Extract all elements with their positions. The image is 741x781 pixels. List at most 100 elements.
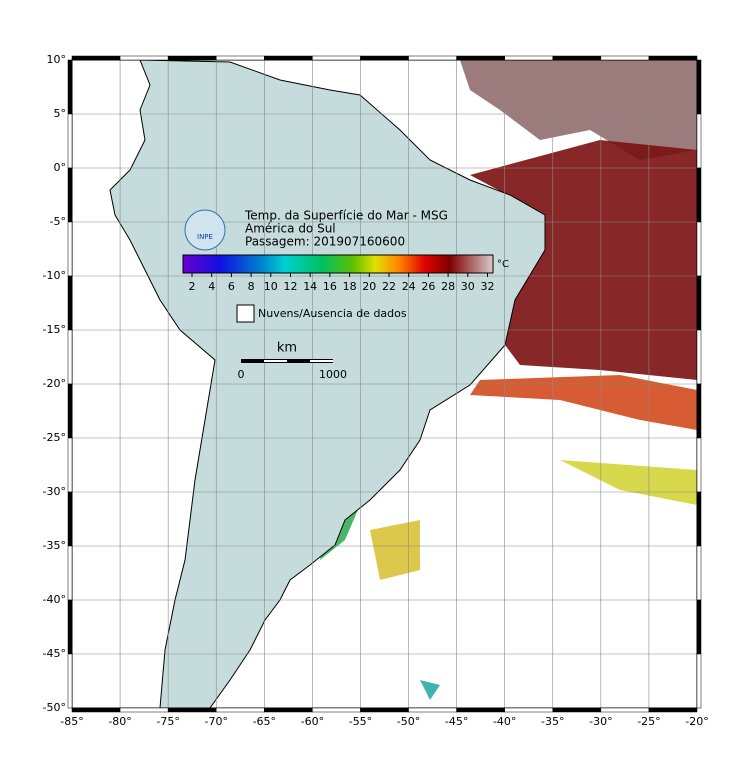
lon-label: -55°	[349, 715, 372, 728]
lon-label: -75°	[156, 715, 179, 728]
lat-label: -25°	[43, 431, 66, 444]
colorbar-tick-label: 30	[461, 280, 475, 293]
border-seg	[696, 275, 702, 331]
border-seg	[67, 113, 73, 169]
legend-text: Nuvens/Ausencia de dados	[258, 307, 407, 320]
border-seg	[67, 599, 73, 655]
border-seg	[696, 113, 702, 169]
border-seg	[67, 275, 73, 331]
border-seg	[696, 437, 702, 493]
colorbar-tick-label: 16	[323, 280, 337, 293]
border-seg	[360, 707, 409, 713]
lat-label: 10°	[47, 53, 67, 66]
scale-bar-seg	[310, 360, 333, 362]
border-seg	[600, 55, 650, 61]
lat-label: 5°	[54, 107, 67, 120]
colorbar-unit: °C	[497, 259, 509, 270]
border-seg	[67, 59, 73, 115]
lon-label: -50°	[397, 715, 420, 728]
colorbar-tick-label: 20	[362, 280, 376, 293]
border-seg	[71, 707, 121, 713]
border-seg	[696, 329, 702, 385]
lon-label: -20°	[685, 715, 708, 728]
sst-warm	[470, 140, 697, 380]
colorbar-tick-label: 24	[402, 280, 416, 293]
lon-label: -45°	[445, 715, 468, 728]
lat-label: -50°	[43, 701, 66, 714]
sst-blue	[420, 680, 440, 700]
border-seg	[312, 707, 361, 713]
border-seg	[119, 707, 169, 713]
scale-label: 0	[238, 368, 245, 381]
border-seg	[648, 707, 698, 713]
border-seg	[312, 55, 361, 61]
border-seg	[264, 707, 313, 713]
border-seg	[696, 59, 702, 115]
border-seg	[504, 55, 554, 61]
border-seg	[67, 167, 73, 223]
lat-label: 0°	[54, 161, 67, 174]
border-seg	[167, 55, 217, 61]
map-content	[72, 60, 697, 708]
lon-label: -60°	[301, 715, 324, 728]
border-seg	[552, 55, 602, 61]
border-seg	[264, 55, 313, 61]
colorbar-tick-label: 10	[264, 280, 278, 293]
border-seg	[67, 221, 73, 277]
frame-border	[67, 55, 702, 713]
border-seg	[456, 707, 505, 713]
border-seg	[696, 221, 702, 277]
lat-label: -10°	[43, 269, 66, 282]
lat-label: -5°	[50, 215, 66, 228]
sst-clouds-north	[460, 60, 697, 160]
graticule	[72, 60, 697, 708]
title-line: Passagem: 201907160600	[245, 235, 405, 249]
colorbar-tick-label: 8	[248, 280, 255, 293]
border-seg	[360, 55, 409, 61]
border-seg	[67, 329, 73, 385]
border-seg	[119, 55, 169, 61]
lon-label: -85°	[60, 715, 83, 728]
border-seg	[648, 55, 698, 61]
scale-label: 1000	[319, 368, 347, 381]
border-seg	[215, 707, 265, 713]
colorbar-tick-label: 28	[441, 280, 455, 293]
colorbar	[182, 254, 494, 274]
border-seg	[696, 545, 702, 601]
border-seg	[696, 491, 702, 547]
legend-swatch	[236, 304, 255, 323]
lon-label: -35°	[541, 715, 564, 728]
lat-label: -45°	[43, 647, 66, 660]
colorbar-tick-label: 22	[382, 280, 396, 293]
border-seg	[696, 383, 702, 439]
border-seg	[67, 383, 73, 439]
colorbar-ticks: 2 4 6 8 10 12 14 16 18 20 22 24 26 28 30 32	[189, 273, 495, 293]
title-line: América do Sul	[245, 222, 336, 236]
colorbar-tick-label: 2	[189, 280, 196, 293]
border-seg	[456, 55, 505, 61]
colorbar-tick-label: 26	[421, 280, 435, 293]
colorbar-tick-label: 32	[481, 280, 495, 293]
border-seg	[552, 707, 602, 713]
colorbar-tick-label: 4	[208, 280, 215, 293]
border-seg	[600, 707, 650, 713]
lat-label: -15°	[43, 323, 66, 336]
title-line: Temp. da Superfície do Mar - MSG	[244, 209, 448, 223]
lon-label: -70°	[204, 715, 227, 728]
colorbar-tick-label: 6	[228, 280, 235, 293]
border-seg	[67, 545, 73, 601]
colorbar-tick-label: 18	[343, 280, 357, 293]
lon-label: -40°	[493, 715, 516, 728]
border-seg	[67, 437, 73, 493]
border-seg	[696, 599, 702, 655]
lon-label: -80°	[108, 715, 131, 728]
lat-label: -20°	[43, 377, 66, 390]
scale-unit: km	[277, 341, 297, 356]
lon-label: -65°	[253, 715, 276, 728]
sst-orange	[470, 375, 697, 430]
logo-text: INPE	[197, 233, 213, 241]
colorbar-tick-label: 12	[284, 280, 298, 293]
border-seg	[504, 707, 554, 713]
border-seg	[408, 707, 457, 713]
